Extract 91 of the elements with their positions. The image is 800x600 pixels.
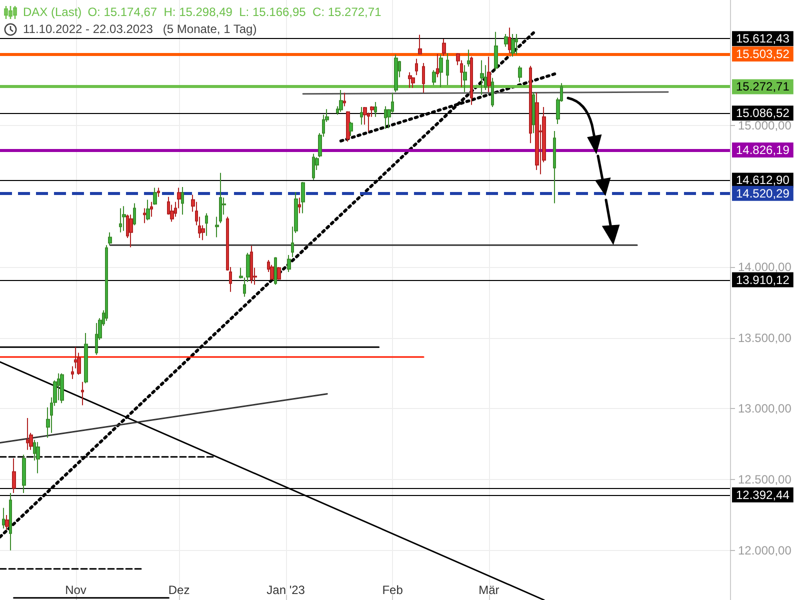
y-tick-label: 14.000,00 xyxy=(738,260,792,274)
candlestick xyxy=(463,64,467,93)
x-tick-label: Mär xyxy=(478,583,500,597)
annotation: O: 15.174,67 H: 15.298,49 L: 15.166,95 C: 15.272,71 xyxy=(88,4,382,21)
candlestick xyxy=(553,130,556,204)
candlestick xyxy=(150,201,153,218)
candlestick xyxy=(270,264,274,280)
y-tick-label: 13.000,00 xyxy=(738,402,792,416)
candlestick xyxy=(436,53,439,78)
candlestick xyxy=(12,458,16,494)
candlestick xyxy=(277,266,281,280)
ref-line-label: 15.272,71 xyxy=(736,80,790,94)
ref-line-label: 14.612,90 xyxy=(736,173,790,188)
candlestick xyxy=(411,76,415,88)
candlestick xyxy=(301,182,305,214)
candlestick xyxy=(470,56,473,106)
candlestick xyxy=(529,65,532,144)
candlestick xyxy=(418,34,422,56)
ref-line-label: 15.612,43 xyxy=(736,32,790,46)
candlestick xyxy=(2,507,5,529)
candlestick xyxy=(442,38,446,56)
candlestick xyxy=(394,54,398,93)
candlestick xyxy=(181,186,184,216)
candlestick xyxy=(446,52,449,86)
x-tick-label: Dez xyxy=(168,583,190,597)
candlestick xyxy=(133,202,136,226)
candlestick xyxy=(129,214,133,248)
candlestick xyxy=(504,34,508,48)
candlestick xyxy=(432,70,436,86)
ref-line-label: 14.826,19 xyxy=(736,143,790,158)
candlestick xyxy=(71,366,74,380)
candlestick xyxy=(487,56,491,93)
ref-line-label: 15.503,52 xyxy=(736,47,790,62)
candlestick xyxy=(415,58,418,76)
candlestick xyxy=(9,492,12,551)
ref-line-label: 15.086,52 xyxy=(736,106,790,120)
candlestick xyxy=(250,245,253,284)
candlestick xyxy=(274,256,277,286)
y-tick-label: 12.000,00 xyxy=(738,543,792,558)
candlestick xyxy=(349,121,353,137)
candlestick xyxy=(312,153,315,180)
candlestick xyxy=(205,212,208,236)
candlestick xyxy=(215,216,219,238)
candlestick xyxy=(146,199,150,221)
candlestick xyxy=(343,92,346,107)
x-tick-label: Nov xyxy=(65,583,86,597)
candlestick xyxy=(439,54,443,88)
candlestick xyxy=(157,187,160,198)
candlestick xyxy=(246,252,250,282)
candlestick xyxy=(508,27,511,54)
candlestick xyxy=(60,372,64,404)
candlestick xyxy=(143,208,146,224)
y-tick-label: 12.500,00 xyxy=(738,472,792,487)
x-tick-label: Jan '23 xyxy=(266,583,306,597)
y-tick-label: 13.500,00 xyxy=(738,330,792,345)
x-tick-label: Feb xyxy=(382,583,404,597)
candlestick xyxy=(374,102,377,118)
candlestick xyxy=(22,454,26,494)
ref-line-label: 12.392,44 xyxy=(736,488,790,502)
candlestick xyxy=(108,232,112,246)
candlestick xyxy=(153,187,157,206)
candlestick xyxy=(532,92,535,134)
text: 11.10.2022 - 22.03.2023 (5 Monate, 1 Tag) xyxy=(23,21,257,38)
candlestick xyxy=(26,417,29,450)
candlestick xyxy=(422,62,425,94)
candlestick xyxy=(511,34,515,58)
candlestick xyxy=(81,381,84,406)
ref-line-label: 14.520,29 xyxy=(736,186,790,200)
candlestick xyxy=(122,206,126,232)
candlestick xyxy=(5,514,9,530)
candlestick xyxy=(36,442,40,474)
chart-title: DAX (Last) xyxy=(23,4,82,21)
candlestick xyxy=(119,208,122,233)
candlestick xyxy=(298,197,301,214)
candlestick xyxy=(219,172,222,224)
candlestick xyxy=(535,92,539,171)
candlestick xyxy=(408,72,412,88)
candlestick xyxy=(515,34,518,56)
candlestick xyxy=(339,89,343,112)
ref-line-label: 13.910,12 xyxy=(736,272,790,287)
candlestick xyxy=(467,49,470,68)
candlestick xyxy=(346,110,350,142)
candlestick xyxy=(491,77,494,108)
candlestick xyxy=(84,332,88,384)
y-tick-label: 15.000,00 xyxy=(738,118,792,132)
candlestick xyxy=(360,106,363,126)
candlestick xyxy=(494,31,498,71)
candlestick xyxy=(287,254,291,273)
candlestick xyxy=(384,106,387,130)
candlestick xyxy=(518,65,522,83)
candlestick xyxy=(480,60,484,96)
